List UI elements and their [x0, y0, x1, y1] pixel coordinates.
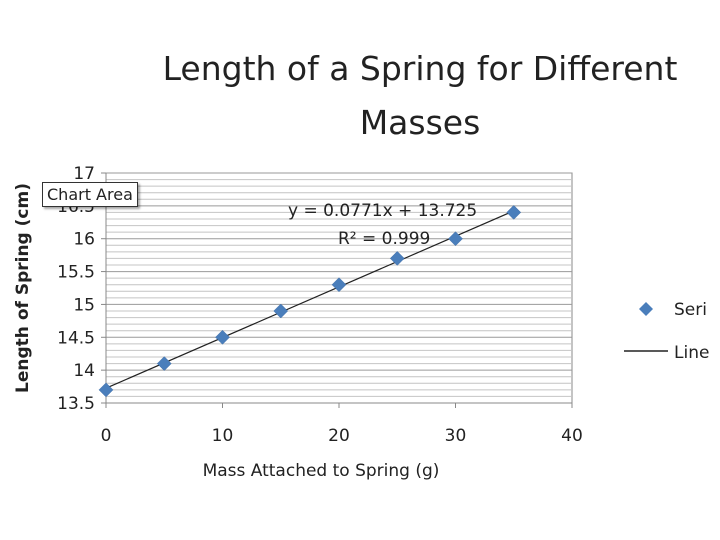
trendline-r-squared: R² = 0.999 — [338, 229, 430, 249]
x-tick-labels: 0 10 20 30 40 — [101, 426, 583, 446]
y-tick-label: 16 — [73, 230, 95, 250]
data-point[interactable] — [215, 329, 230, 345]
chart-title-line-1: Length of a Spring for Different — [162, 49, 678, 88]
chart-title-line-2: Masses — [359, 103, 481, 142]
x-tick-label: 10 — [212, 426, 234, 446]
data-point[interactable] — [506, 205, 522, 220]
y-tick-label: 15 — [73, 295, 95, 315]
legend-marker-series — [639, 302, 653, 316]
chart-area-tooltip: Chart Area — [42, 182, 138, 207]
trendline-equation: y = 0.0771x + 13.725 — [288, 201, 477, 221]
y-tick-label: 13.5 — [57, 394, 95, 414]
data-point[interactable] — [331, 277, 347, 293]
x-tick-label: 40 — [561, 426, 583, 446]
data-point[interactable] — [389, 251, 405, 266]
legend-label-series: Seri — [674, 300, 707, 320]
y-tick-label: 17 — [73, 164, 95, 184]
x-tick-label: 20 — [328, 426, 350, 446]
x-axis-title: Mass Attached to Spring (g) — [203, 461, 440, 481]
data-point[interactable] — [448, 231, 463, 247]
data-point[interactable] — [273, 303, 289, 319]
trendline[interactable] — [105, 210, 514, 389]
y-tick-label: 14 — [73, 361, 95, 381]
y-axis-title: Length of Spring (cm) — [13, 183, 33, 393]
y-tick-label: 14.5 — [57, 328, 95, 348]
chart-title: Length of a Spring for Different Masses — [120, 42, 720, 150]
x-tick-label: 30 — [445, 426, 467, 446]
x-tick-label: 0 — [101, 426, 112, 446]
y-tick-label: 15.5 — [57, 263, 95, 283]
legend[interactable]: Seri Line — [624, 300, 709, 363]
data-points — [98, 205, 522, 398]
legend-label-trendline: Line — [674, 343, 709, 363]
data-point[interactable] — [98, 382, 114, 398]
data-point[interactable] — [156, 356, 172, 371]
axes — [101, 172, 573, 408]
